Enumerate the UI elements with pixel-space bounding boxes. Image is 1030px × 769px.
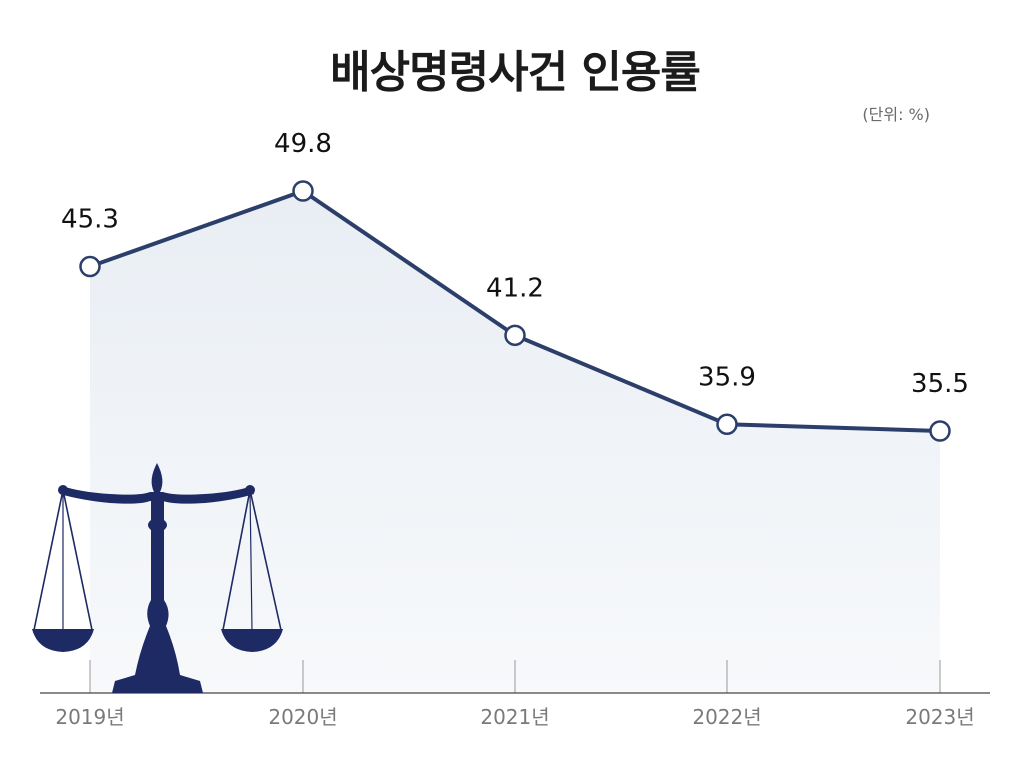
x-axis-ticks <box>89 660 941 693</box>
x-tick-label: 2020년 <box>268 705 337 729</box>
unit-note: (단위: %) <box>862 105 930 124</box>
data-label: 35.5 <box>911 369 969 399</box>
data-labels: 45.3 49.8 41.2 35.9 35.5 <box>61 129 969 399</box>
scales-of-justice-icon <box>32 463 283 693</box>
x-tick-label: 2022년 <box>692 705 761 729</box>
data-point <box>929 420 951 442</box>
x-tick-label: 2021년 <box>480 705 549 729</box>
data-label: 49.8 <box>274 129 332 159</box>
chart-title: 배상명령사건 인용률 <box>330 47 701 98</box>
data-point <box>79 255 101 278</box>
data-label: 45.3 <box>61 205 119 235</box>
data-point <box>716 413 738 436</box>
data-markers <box>79 180 951 442</box>
x-tick-labels: 2019년 2020년 2021년 2022년 2023년 <box>55 705 974 729</box>
x-tick-label: 2019년 <box>55 705 124 729</box>
data-label: 41.2 <box>486 273 544 303</box>
data-point <box>292 180 314 202</box>
data-label: 35.9 <box>698 362 756 392</box>
x-tick-label: 2023년 <box>905 705 974 729</box>
data-point <box>504 324 526 347</box>
area-fill <box>90 191 940 693</box>
